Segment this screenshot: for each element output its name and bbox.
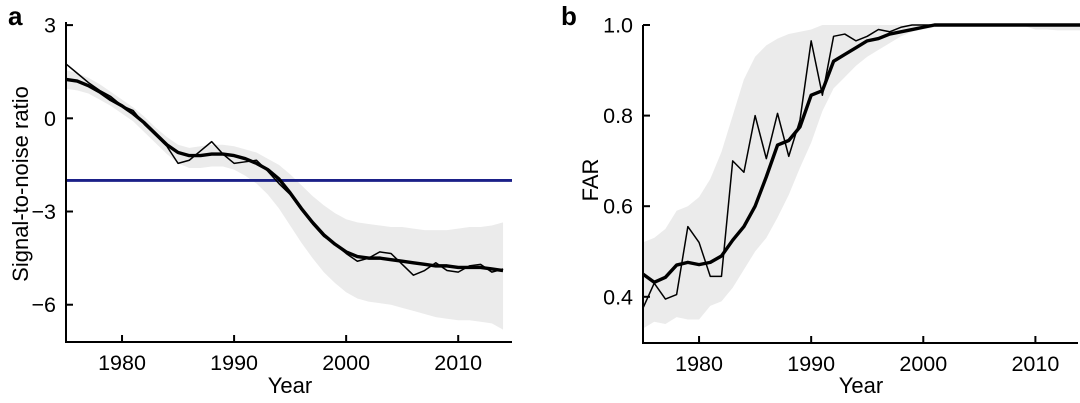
b-smoothed-line	[642, 23, 1080, 284]
panel-a-x-axis-title: Year	[267, 373, 313, 398]
a-y-tick-label: −3	[31, 200, 56, 224]
b-x-tick-label: 1990	[787, 352, 835, 376]
a-y-tick-label: 3	[44, 14, 56, 38]
b-uncertainty-band	[643, 25, 1080, 329]
b-x-tick-label: 2010	[1011, 352, 1059, 376]
a-y-tick-label: 0	[44, 107, 56, 131]
panel-b-plot: 1.0 0.8 0.6 0.4 1980 1990 2000 2010	[603, 14, 1080, 376]
b-y-tick-label: 0.6	[603, 195, 633, 219]
panel-b-letter: b	[561, 1, 577, 31]
panel-a-letter: a	[8, 1, 23, 31]
b-x-tick-label: 1980	[675, 352, 723, 376]
b-x-tick-label: 2000	[899, 352, 947, 376]
a-smoothed-line	[65, 77, 504, 273]
a-y-tick-label: −6	[31, 293, 56, 317]
a-uncertainty-band	[66, 70, 504, 330]
panel-a-plot: 3 0 −3 −6 1980 1990 2000 2010	[31, 14, 512, 375]
a-x-tick-label: 2010	[434, 351, 482, 375]
b-y-tick-label: 1.0	[603, 14, 633, 38]
a-x-tick-label: 1980	[98, 351, 146, 375]
a-axes-spines	[65, 22, 512, 343]
b-y-tick-label: 0.8	[603, 104, 633, 128]
a-x-tick-label: 2000	[322, 351, 370, 375]
a-x-tick-label: 1990	[210, 351, 258, 375]
b-y-tick-label: 0.4	[603, 285, 633, 309]
b-axes-spines	[642, 25, 1078, 344]
panel-b-x-axis-title: Year	[838, 373, 884, 398]
